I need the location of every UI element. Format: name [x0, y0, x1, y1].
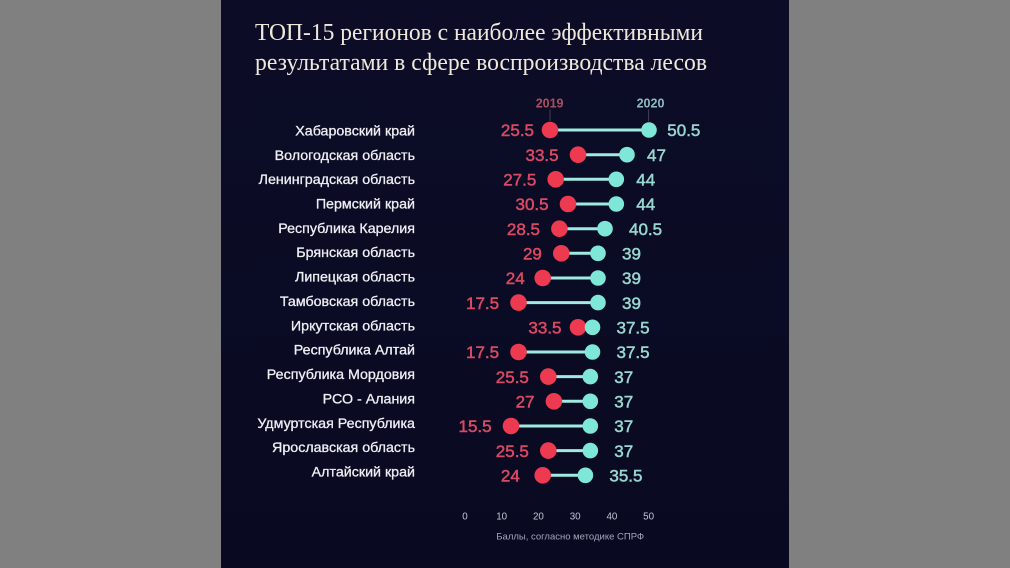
svg-text:39: 39: [622, 245, 641, 264]
svg-text:0: 0: [462, 512, 468, 523]
svg-text:Баллы, согласно методике СПРФ: Баллы, согласно методике СПРФ: [496, 531, 644, 542]
svg-text:37.5: 37.5: [617, 319, 650, 338]
svg-text:Липецкая область: Липецкая область: [295, 270, 415, 286]
svg-text:2019: 2019: [536, 97, 564, 111]
svg-text:37: 37: [614, 393, 633, 412]
svg-text:37: 37: [614, 417, 633, 436]
svg-text:44: 44: [636, 195, 655, 214]
svg-text:Пермский край: Пермский край: [316, 197, 415, 213]
svg-text:37: 37: [614, 368, 633, 387]
svg-text:30.5: 30.5: [516, 195, 549, 214]
svg-text:27: 27: [516, 393, 535, 412]
svg-text:Республика Алтай: Республика Алтай: [294, 343, 415, 359]
svg-text:47: 47: [647, 146, 666, 165]
svg-text:17.5: 17.5: [466, 294, 499, 313]
svg-text:24: 24: [501, 467, 520, 486]
svg-text:Алтайский край: Алтайский край: [312, 465, 415, 481]
svg-text:44: 44: [636, 171, 655, 190]
svg-text:40: 40: [606, 512, 617, 523]
svg-text:Республика Карелия: Республика Карелия: [278, 221, 415, 237]
svg-text:Брянская область: Брянская область: [296, 245, 415, 261]
svg-text:ТОП-15 регионов с наиболее эфф: ТОП-15 регионов с наиболее эффективными: [255, 20, 703, 46]
svg-text:25.5: 25.5: [496, 368, 529, 387]
svg-text:33.5: 33.5: [526, 146, 559, 165]
svg-text:28.5: 28.5: [507, 220, 540, 239]
svg-text:50: 50: [643, 512, 654, 523]
svg-text:24: 24: [506, 269, 525, 288]
svg-text:37: 37: [614, 442, 633, 461]
svg-text:2020: 2020: [637, 97, 665, 111]
svg-text:Ленинградская область: Ленинградская область: [259, 172, 415, 188]
svg-text:25.5: 25.5: [496, 442, 529, 461]
svg-text:35.5: 35.5: [609, 467, 642, 486]
svg-text:37.5: 37.5: [617, 343, 650, 362]
svg-text:25.5: 25.5: [501, 121, 534, 140]
svg-text:15.5: 15.5: [459, 417, 492, 436]
svg-text:27.5: 27.5: [503, 171, 536, 190]
svg-text:33.5: 33.5: [528, 319, 561, 338]
svg-text:результатами в сфере воспроизв: результатами в сфере воспроизводства лес…: [255, 50, 707, 76]
svg-text:Республика Мордовия: Республика Мордовия: [267, 367, 415, 383]
svg-text:Ярославская область: Ярославская область: [272, 440, 415, 456]
svg-text:40.5: 40.5: [629, 220, 662, 239]
svg-text:10: 10: [496, 512, 507, 523]
svg-text:Вологодская область: Вологодская область: [275, 148, 415, 164]
svg-text:39: 39: [622, 294, 641, 313]
svg-text:17.5: 17.5: [466, 343, 499, 362]
svg-text:29: 29: [523, 245, 542, 264]
svg-text:Иркутская область: Иркутская область: [291, 318, 415, 334]
svg-text:Хабаровский край: Хабаровский край: [295, 123, 415, 139]
svg-text:РСО - Алания: РСО - Алания: [323, 392, 415, 408]
svg-text:39: 39: [622, 269, 641, 288]
svg-text:50.5: 50.5: [667, 121, 700, 140]
svg-text:Удмуртская Республика: Удмуртская Республика: [257, 416, 415, 432]
svg-text:30: 30: [570, 512, 581, 523]
svg-text:Тамбовская область: Тамбовская область: [280, 294, 415, 310]
svg-text:20: 20: [533, 512, 544, 523]
